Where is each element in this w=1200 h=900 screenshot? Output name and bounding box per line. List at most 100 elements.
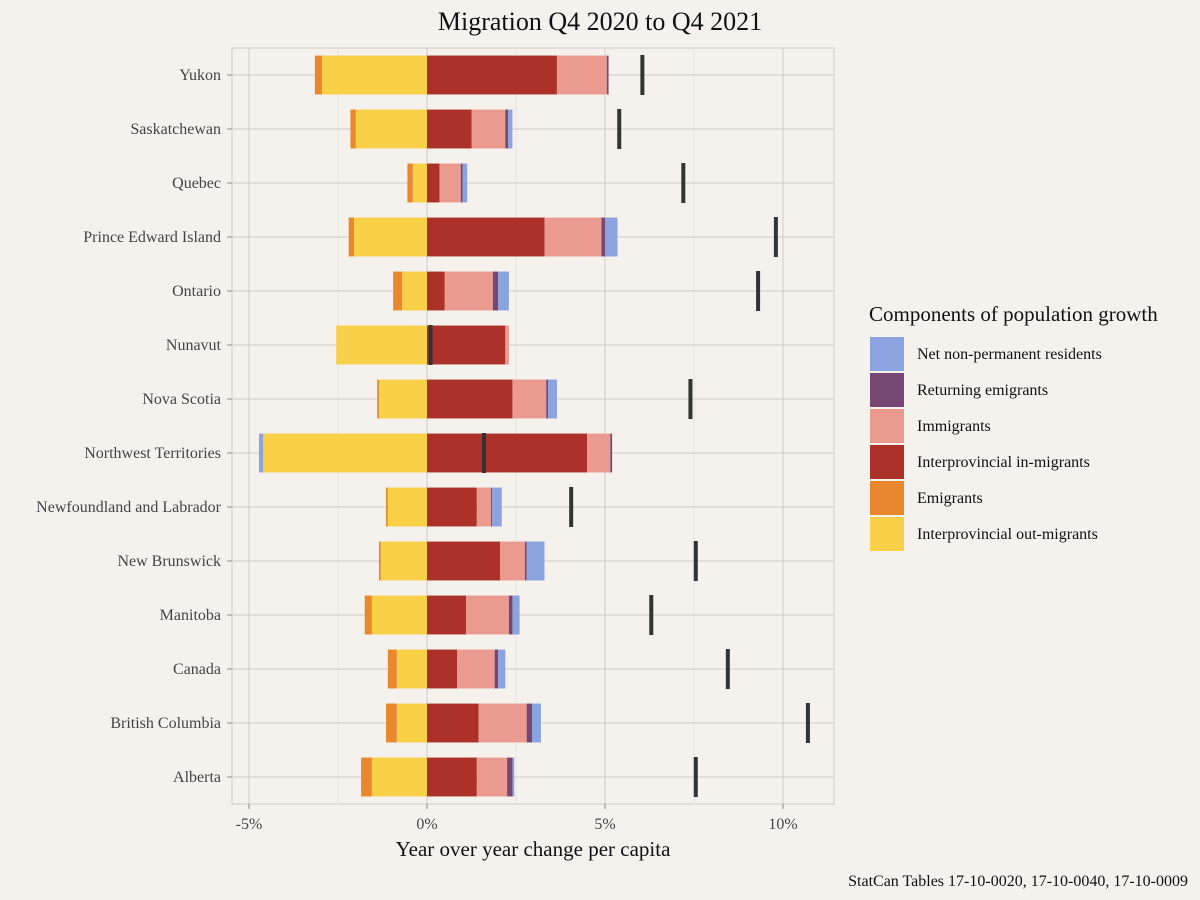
legend-swatch (870, 445, 904, 479)
total-marker (681, 163, 686, 203)
bar-segment (427, 757, 477, 797)
legend-label: Emigrants (917, 490, 983, 507)
total-marker (569, 487, 574, 527)
bar-segment (371, 757, 427, 797)
x-tick-label: 0% (416, 816, 437, 833)
legend-label: Returning emigrants (917, 382, 1048, 399)
bar-segment (556, 55, 607, 95)
bar-segment (321, 55, 427, 95)
bar-segment (427, 541, 500, 581)
total-marker (640, 55, 645, 95)
bar-segment (601, 217, 605, 257)
bar-segment (494, 649, 499, 689)
category-label: New Brunswick (117, 553, 221, 570)
total-marker (773, 217, 778, 257)
bar-segment (361, 757, 372, 797)
total-marker (805, 703, 810, 743)
bar-segment (355, 109, 427, 149)
bar-segment (354, 217, 427, 257)
bar-segment (427, 703, 479, 743)
total-marker (756, 271, 761, 311)
x-tick-label: -5% (236, 816, 263, 833)
legend-title: Components of population growth (869, 302, 1158, 326)
total-marker (693, 541, 698, 581)
x-axis-ticks: -5% 0% 5% 10% (236, 804, 798, 833)
bar-segment (387, 649, 397, 689)
legend: Components of population growth Net non-… (869, 302, 1158, 551)
legend-label: Interprovincial in-migrants (917, 454, 1090, 471)
bar-segment (348, 217, 355, 257)
bar-segment (378, 379, 427, 419)
bar-segment (587, 433, 611, 473)
legend-swatch (870, 373, 904, 407)
chart-title: Migration Q4 2020 to Q4 2021 (438, 7, 762, 36)
bar-segment (546, 379, 549, 419)
total-marker (649, 595, 654, 635)
bar-segment (444, 271, 493, 311)
bar-segment (314, 55, 322, 95)
bar-segment (402, 271, 427, 311)
bar-segment (512, 379, 547, 419)
bar-segment (386, 703, 397, 743)
bar-segment (377, 379, 379, 419)
x-tick-label: 5% (594, 816, 615, 833)
category-label: Newfoundland and Labrador (36, 499, 221, 516)
bar-segment (460, 163, 463, 203)
bar-segment (507, 757, 513, 797)
bar-segment (427, 595, 467, 635)
legend-label: Immigrants (917, 418, 991, 435)
total-marker (481, 433, 486, 473)
bar-segment (427, 55, 557, 95)
bars (258, 55, 618, 797)
bar-segment (427, 487, 477, 527)
total-marker (725, 649, 730, 689)
bar-segment (427, 325, 506, 365)
bar-segment (526, 703, 533, 743)
bar-segment (476, 487, 492, 527)
bar-segment (439, 163, 461, 203)
category-label: British Columbia (110, 715, 221, 732)
bar-segment (471, 109, 506, 149)
bar-segment (499, 541, 525, 581)
legend-swatch (870, 517, 904, 551)
legend-swatch (870, 481, 904, 515)
bar-segment (396, 703, 427, 743)
bar-segment (263, 433, 427, 473)
bar-segment (258, 433, 264, 473)
bar-segment (386, 487, 388, 527)
bar-segment (478, 703, 527, 743)
legend-swatch (870, 409, 904, 443)
bar-segment (412, 163, 427, 203)
bar-segment (427, 433, 588, 473)
legend-label: Interprovincial out-migrants (917, 526, 1098, 543)
category-label: Canada (173, 661, 221, 678)
total-marker (693, 757, 698, 797)
bar-segment (476, 757, 508, 797)
bar-segment (457, 649, 495, 689)
category-label: Alberta (173, 769, 221, 786)
bar-segment (498, 649, 506, 689)
x-axis-title: Year over year change per capita (396, 837, 671, 861)
bar-segment (380, 541, 427, 581)
bar-segment (396, 649, 427, 689)
bar-segment (512, 757, 515, 797)
bar-segment (548, 379, 557, 419)
bar-segment (427, 271, 445, 311)
source-caption: StatCan Tables 17-10-0020, 17-10-0040, 1… (848, 873, 1188, 890)
bar-segment (532, 703, 541, 743)
category-label: Saskatchewan (130, 121, 221, 138)
bar-segment (427, 109, 472, 149)
bar-segment (378, 541, 381, 581)
markers (428, 55, 810, 797)
bar-segment (387, 487, 427, 527)
bar-segment (544, 217, 602, 257)
bar-segment (512, 595, 520, 635)
bar-segment (526, 541, 545, 581)
category-label: Manitoba (160, 607, 221, 624)
legend-swatch (870, 337, 904, 371)
bar-segment (505, 109, 509, 149)
category-label: Nova Scotia (142, 391, 221, 408)
bar-segment (605, 217, 618, 257)
bar-segment (364, 595, 372, 635)
